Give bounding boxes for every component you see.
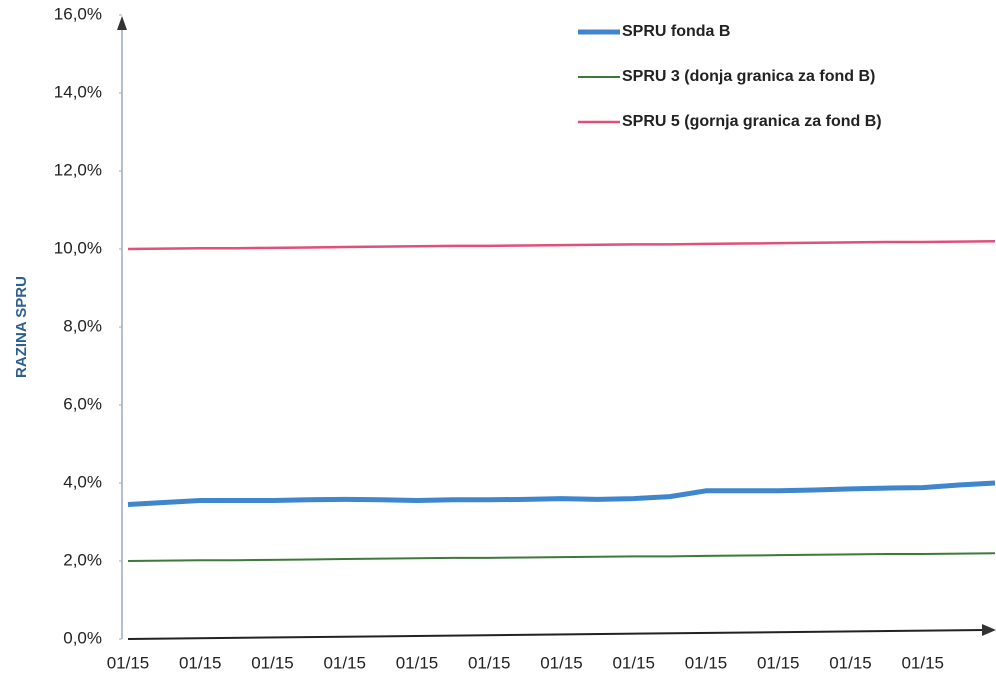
series-line <box>127 480 996 507</box>
x-tick-label: 01/15 <box>612 653 655 672</box>
y-tick-label: 12,0% <box>54 160 102 179</box>
y-tick-label: 10,0% <box>54 238 102 257</box>
x-axis <box>127 629 986 640</box>
y-axis-label: RAZINA SPRU <box>13 276 30 378</box>
legend-label: SPRU fonda B <box>622 23 730 40</box>
y-tick-label: 4,0% <box>63 472 102 491</box>
y-tick-label: 14,0% <box>54 82 102 101</box>
x-tick-label: 01/15 <box>829 653 872 672</box>
x-tick-label: 01/15 <box>251 653 294 672</box>
x-tick-label: 01/15 <box>901 653 944 672</box>
x-tick-label: 01/15 <box>107 653 150 672</box>
y-arrow <box>117 16 127 30</box>
x-tick-label: 01/15 <box>540 653 583 672</box>
y-tick-label: 6,0% <box>63 394 102 413</box>
x-tick-label: 01/15 <box>323 653 366 672</box>
y-tick-label: 0,0% <box>63 628 102 647</box>
x-tick-label: 01/15 <box>468 653 511 672</box>
series-line <box>127 552 996 562</box>
x-arrow <box>982 624 996 636</box>
x-tick-label: 01/15 <box>179 653 222 672</box>
x-tick-label: 01/15 <box>685 653 728 672</box>
x-tick-label: 01/15 <box>396 653 439 672</box>
y-tick-label: 2,0% <box>63 550 102 569</box>
x-tick-label: 01/15 <box>757 653 800 672</box>
legend-label: SPRU 5 (gornja granica za fond B) <box>622 113 882 130</box>
y-tick-label: 16,0% <box>54 4 102 23</box>
series-line <box>127 239 996 251</box>
legend-label: SPRU 3 (donja granica za fond B) <box>622 68 875 85</box>
y-tick-label: 8,0% <box>63 316 102 335</box>
